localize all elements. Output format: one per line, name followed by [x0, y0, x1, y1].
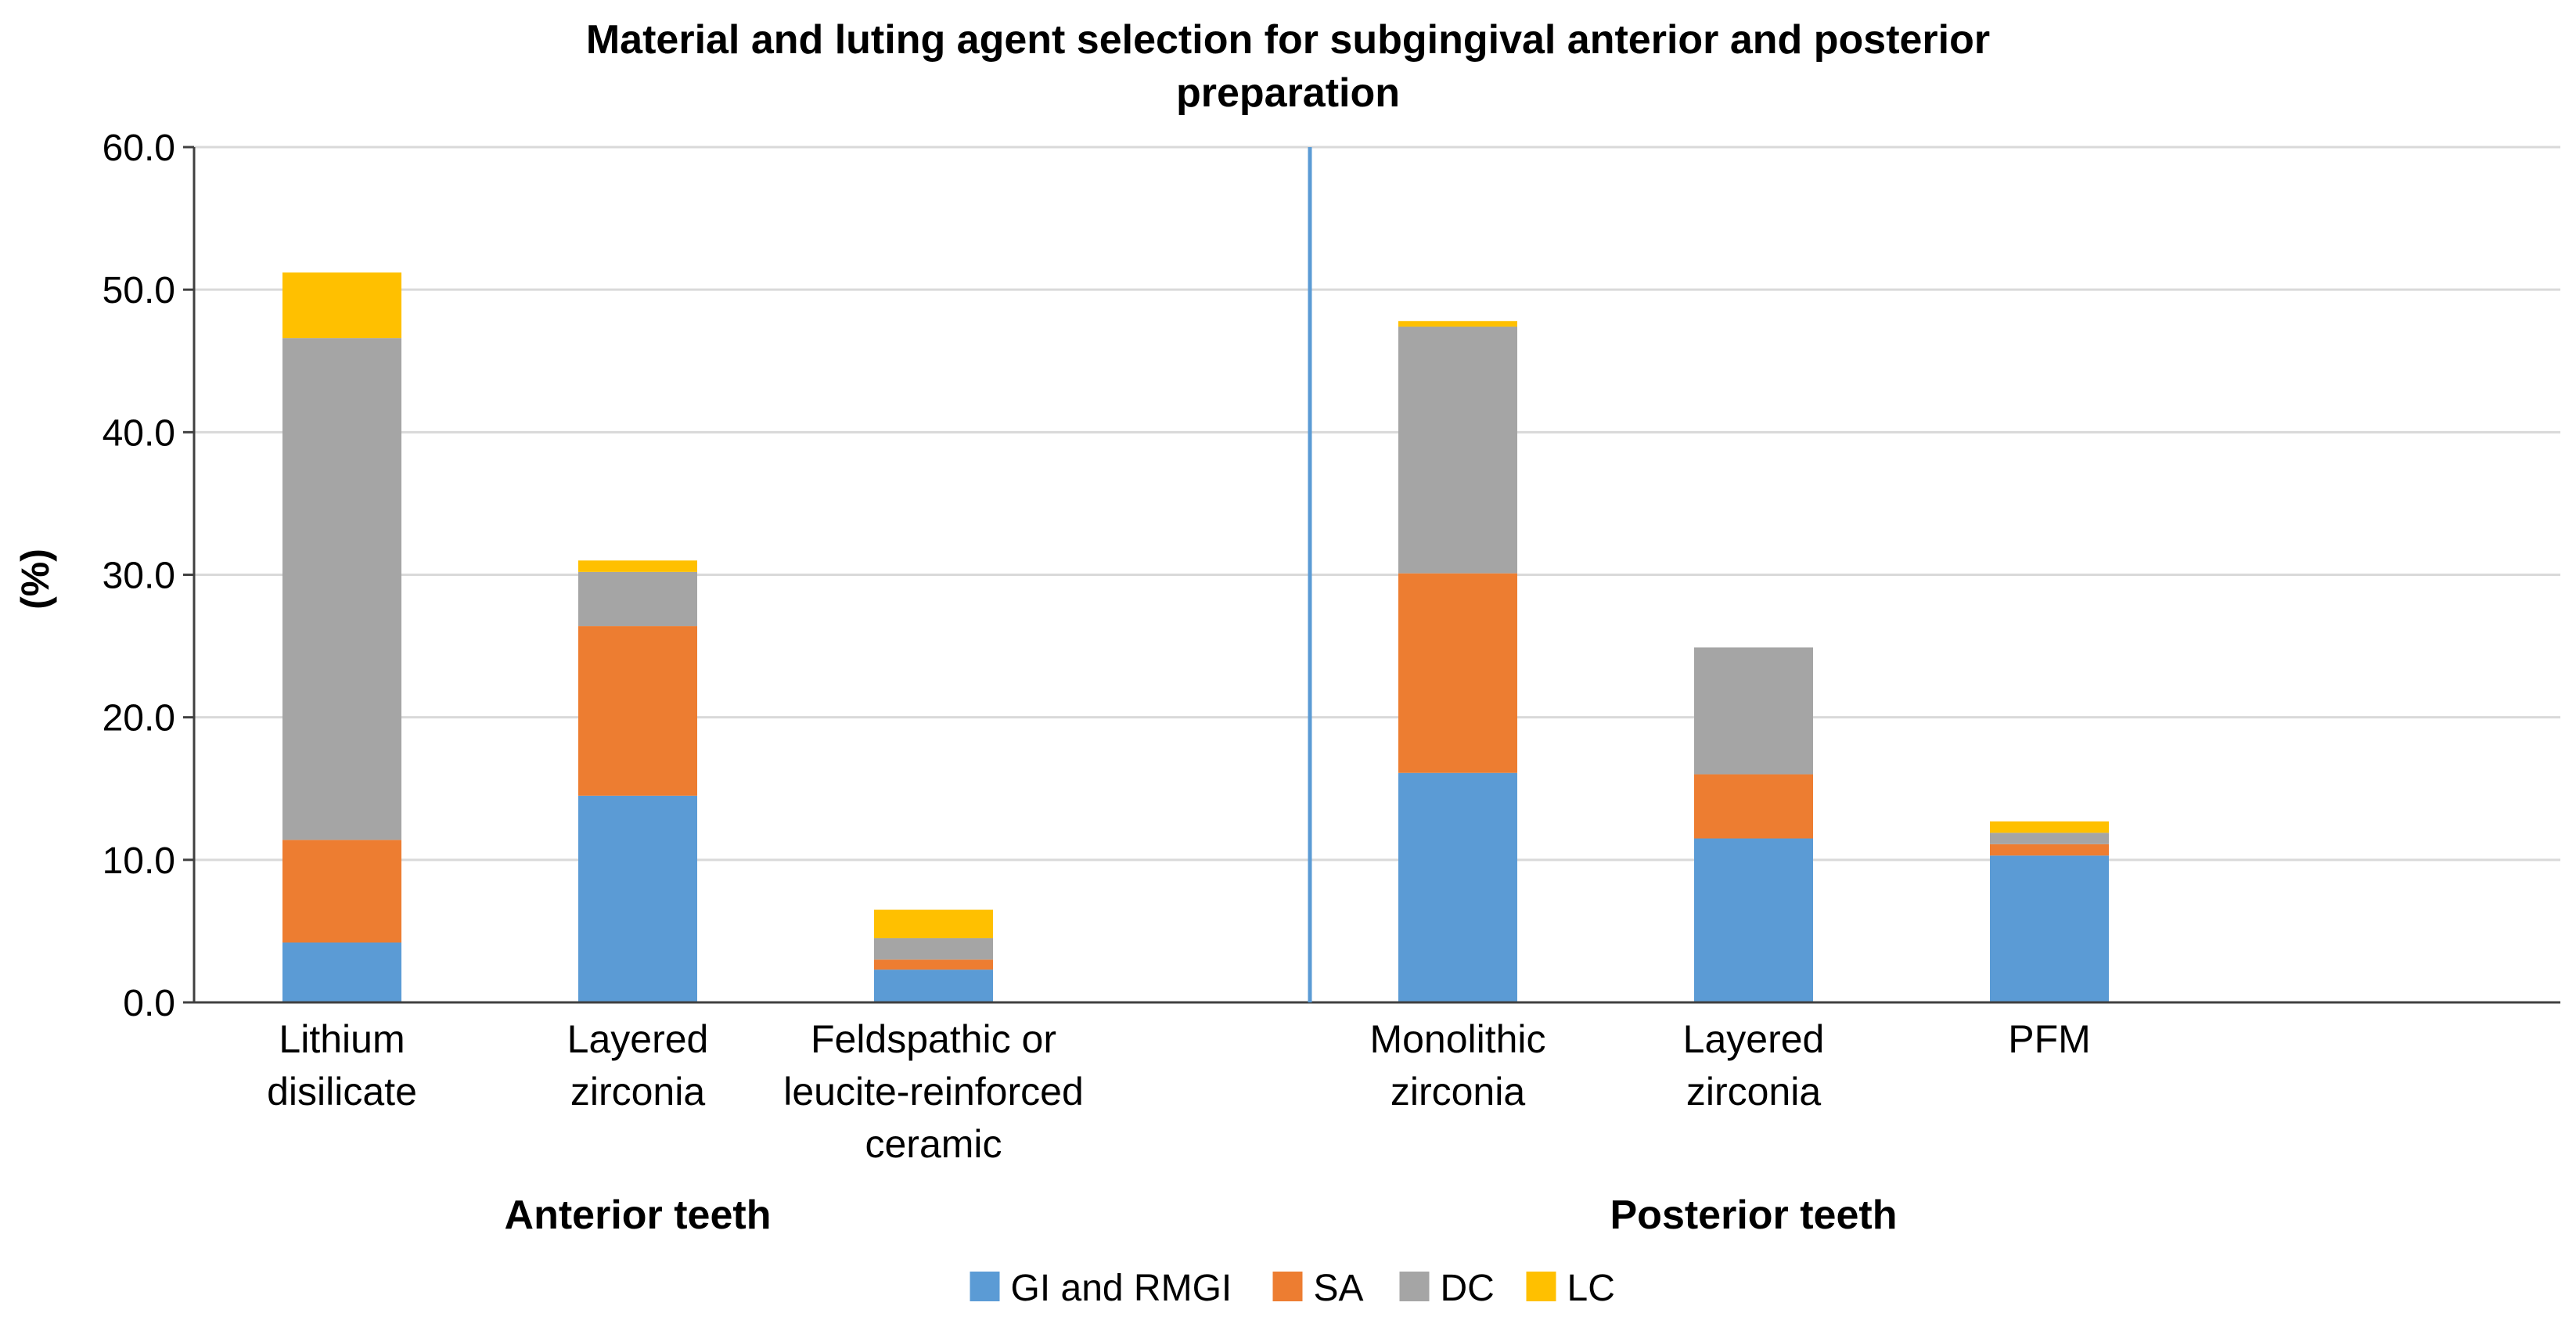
group-label: Anterior teeth	[505, 1193, 772, 1238]
bar-segment-gi-and-rmgi	[282, 942, 401, 1002]
chart-title-line-2: preparation	[1176, 70, 1400, 116]
x-category-label: leucite-reinforced	[783, 1070, 1084, 1114]
chart-title-line-1: Material and luting agent selection for …	[586, 17, 1990, 63]
y-tick-label: 10.0	[103, 840, 175, 882]
legend-label: SA	[1314, 1268, 1364, 1309]
legend-swatch	[970, 1272, 1000, 1301]
x-category-label: PFM	[2008, 1017, 2091, 1061]
y-axis-label: (%)	[13, 549, 57, 610]
legend-swatch	[1272, 1272, 1303, 1301]
gridlines	[183, 146, 2560, 1004]
bar-segment-dc	[282, 338, 401, 840]
group-label: Posterior teeth	[1610, 1193, 1898, 1238]
bar-segment-lc	[874, 909, 993, 939]
bar-segment-dc	[1990, 833, 2109, 844]
bar-segment-dc	[578, 571, 697, 627]
bar-segment-gi-and-rmgi	[1990, 855, 2109, 1002]
bars	[282, 272, 2109, 1002]
x-category-label: Feldspathic or	[811, 1017, 1056, 1061]
legend: GI and RMGI SA DC LC	[970, 1268, 1615, 1309]
x-category-label: Layered	[567, 1017, 709, 1061]
bar-segment-lc	[1990, 821, 2109, 833]
x-category-label: zirconia	[570, 1070, 705, 1114]
y-tick-label: 40.0	[103, 412, 175, 454]
x-category-label: ceramic	[865, 1122, 1002, 1166]
bar-segment-dc	[1694, 647, 1813, 775]
x-category-label: Monolithic	[1369, 1017, 1545, 1061]
y-tick-labels: 0.0 10.0 20.0 30.0 40.0 50.0 60.0	[103, 128, 175, 1024]
legend-label: DC	[1441, 1268, 1495, 1309]
bar-segment-sa	[1694, 774, 1813, 839]
category-labels: Lithium disilicate Layered zirconia Feldspat…	[267, 1017, 2091, 1166]
x-category-label: disilicate	[267, 1070, 417, 1114]
x-category-label: zirconia	[1391, 1070, 1525, 1114]
y-tick-label: 30.0	[103, 556, 175, 597]
y-tick-label: 20.0	[103, 698, 175, 739]
y-tick-label: 0.0	[123, 983, 175, 1024]
x-category-label: zirconia	[1686, 1070, 1821, 1114]
bar-segment-dc	[1398, 326, 1517, 574]
legend-label: GI and RMGI	[1011, 1268, 1232, 1309]
bar-segment-gi-and-rmgi	[1398, 772, 1517, 1002]
x-category-label: Layered	[1683, 1017, 1825, 1061]
bar-segment-gi-and-rmgi	[874, 970, 993, 1002]
y-tick-label: 60.0	[103, 128, 175, 169]
bar-segment-gi-and-rmgi	[1694, 838, 1813, 1002]
legend-swatch	[1399, 1272, 1430, 1301]
bar-segment-sa	[1398, 573, 1517, 773]
x-category-label: Lithium	[279, 1017, 405, 1061]
bar-segment-lc	[578, 560, 697, 572]
bar-segment-sa	[578, 626, 697, 796]
legend-label: LC	[1567, 1268, 1615, 1309]
bar-segment-gi-and-rmgi	[578, 795, 697, 1002]
bar-segment-sa	[1990, 844, 2109, 856]
bar-segment-dc	[874, 938, 993, 960]
bar-segment-sa	[874, 959, 993, 970]
group-labels: Anterior teeth Posterior teeth	[505, 1193, 1898, 1238]
legend-swatch	[1526, 1272, 1556, 1301]
bar-segment-sa	[282, 840, 401, 943]
bar-segment-lc	[1398, 321, 1517, 327]
bar-segment-lc	[282, 272, 401, 339]
y-tick-label: 50.0	[103, 270, 175, 311]
